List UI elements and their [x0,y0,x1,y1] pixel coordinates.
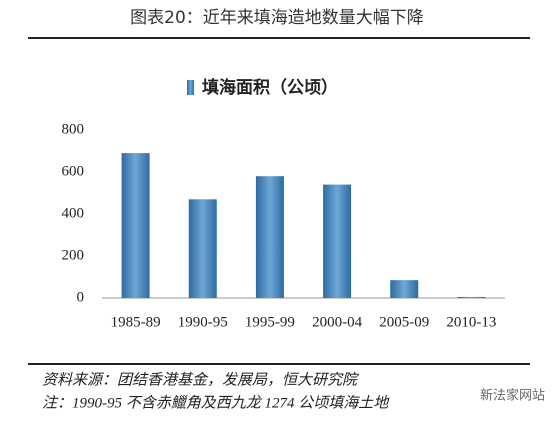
chart-title: 图表20：近年来填海造地数量大幅下降 [130,8,424,28]
x-tick-label: 2000-04 [312,314,362,330]
source: 资料来源：团结香港基金，发展局，恒大研究院 [42,371,359,388]
bar [323,184,352,298]
bar [457,296,486,298]
legend-label: 填海面积（公顷） [202,77,338,98]
x-tick-label: 2010-13 [446,314,496,330]
x-tick-label: 2005-09 [379,314,429,330]
legend-swatch [187,80,194,95]
bar [390,280,419,298]
bar [121,153,150,298]
watermark: 新法家网站 [480,388,545,404]
y-tick-label: 600 [62,163,85,179]
x-tick-label: 1985-89 [111,314,161,330]
x-tick-label: 1995-99 [245,314,295,330]
note: 注：1990-95 不含赤鱲角及西九龙 1274 公顷填海土地 [42,394,390,411]
y-tick-label: 800 [62,121,85,137]
bar [255,176,284,298]
y-tick-label: 400 [62,205,85,221]
bar [188,199,217,298]
y-tick-label: 0 [77,289,85,305]
x-tick-label: 1990-95 [178,314,228,330]
y-tick-label: 200 [62,247,85,263]
